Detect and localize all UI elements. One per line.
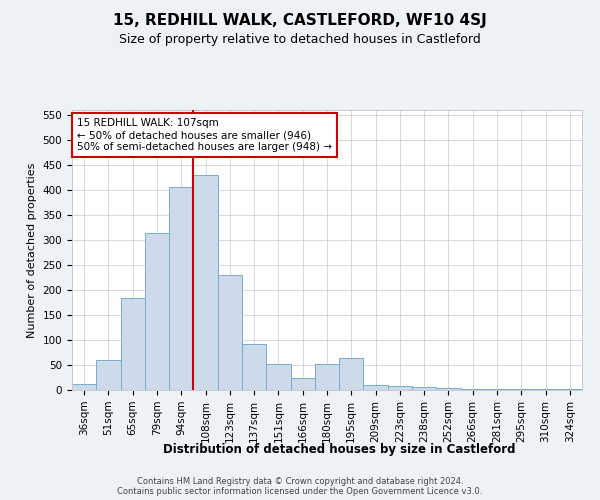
Text: Contains HM Land Registry data © Crown copyright and database right 2024.: Contains HM Land Registry data © Crown c… <box>137 478 463 486</box>
Bar <box>96 360 121 390</box>
Bar <box>193 175 218 390</box>
Bar <box>290 378 315 390</box>
Bar <box>364 385 388 390</box>
Text: Size of property relative to detached houses in Castleford: Size of property relative to detached ho… <box>119 32 481 46</box>
Bar <box>533 388 558 390</box>
Bar <box>218 275 242 390</box>
Bar <box>266 364 290 390</box>
Text: Distribution of detached houses by size in Castleford: Distribution of detached houses by size … <box>163 442 515 456</box>
Bar <box>388 386 412 390</box>
Bar <box>485 388 509 390</box>
Bar <box>315 364 339 390</box>
Text: Contains public sector information licensed under the Open Government Licence v3: Contains public sector information licen… <box>118 488 482 496</box>
Text: 15 REDHILL WALK: 107sqm
← 50% of detached houses are smaller (946)
50% of semi-d: 15 REDHILL WALK: 107sqm ← 50% of detache… <box>77 118 332 152</box>
Bar <box>509 388 533 390</box>
Bar <box>169 186 193 390</box>
Bar <box>339 358 364 390</box>
Bar <box>461 388 485 390</box>
Bar <box>558 388 582 390</box>
Text: 15, REDHILL WALK, CASTLEFORD, WF10 4SJ: 15, REDHILL WALK, CASTLEFORD, WF10 4SJ <box>113 12 487 28</box>
Bar <box>412 387 436 390</box>
Bar <box>121 298 145 390</box>
Bar <box>145 232 169 390</box>
Bar <box>72 384 96 390</box>
Bar <box>242 344 266 390</box>
Bar <box>436 388 461 390</box>
Y-axis label: Number of detached properties: Number of detached properties <box>27 162 37 338</box>
